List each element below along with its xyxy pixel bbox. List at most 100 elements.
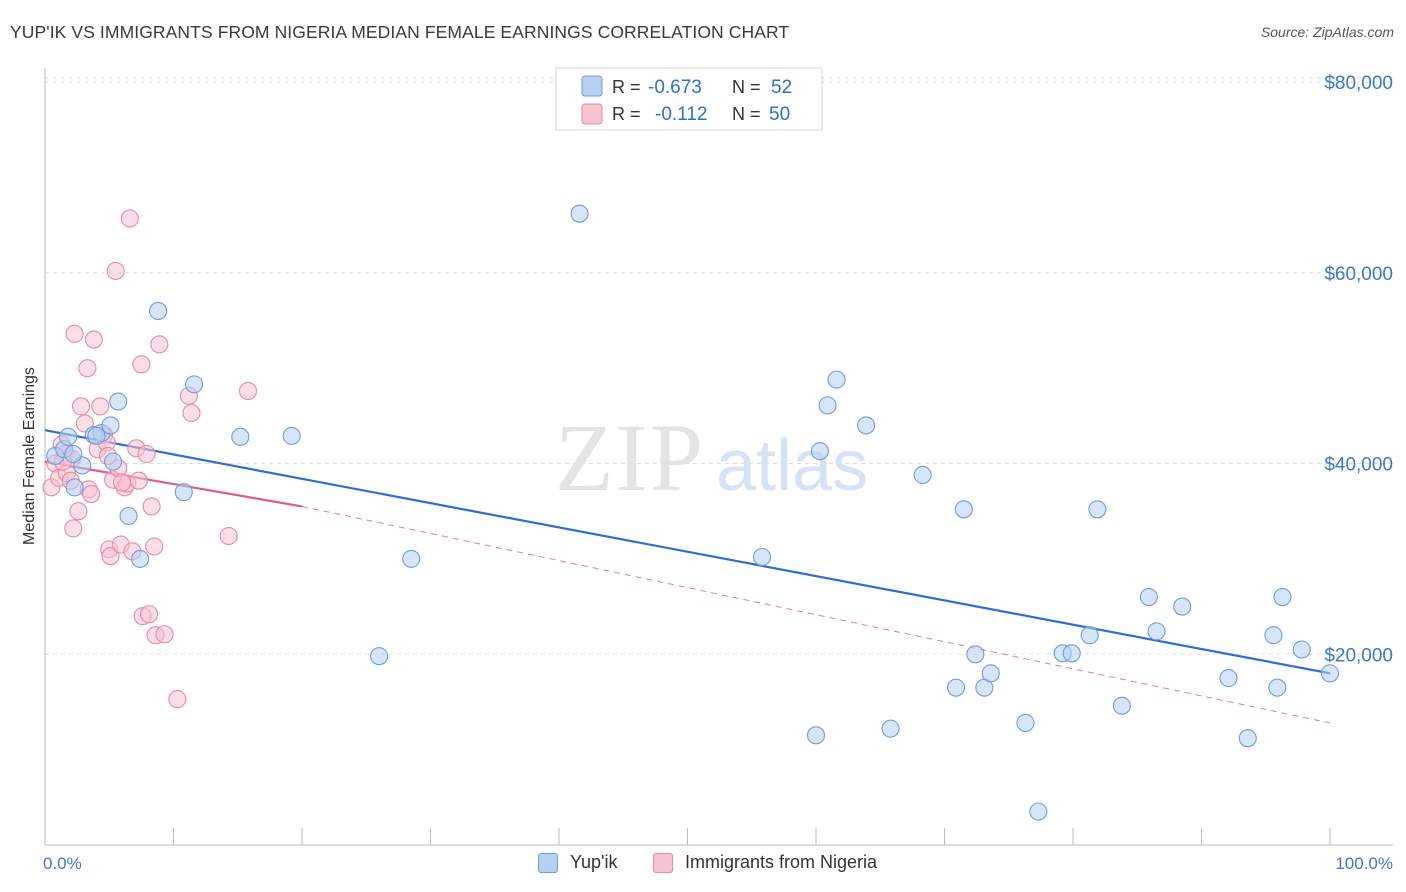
yupik-point-24 [827,370,846,389]
yupik-point-19 [570,204,589,223]
yupik-point-48 [1292,640,1311,659]
yupik-point-15 [231,427,250,446]
legend-item-yupik[interactable]: Yup'ik [538,852,617,873]
nigeria-point-16 [84,330,103,349]
nigeria-point-22 [101,546,120,566]
y-tick-label-1: $40,000 [1324,455,1393,476]
watermark-zip: ZIP [555,404,705,511]
legend-n-label-2: N = [732,104,761,124]
yupik-point-16 [282,426,301,445]
nigeria-point-40 [150,335,169,354]
source-label: Source: ZipAtlas.com [1260,24,1394,40]
yupik-point-22 [810,442,829,461]
yupik-point-39 [1112,696,1131,715]
trend-line-nigeria-dashed [301,505,1331,724]
yupik-point-8 [104,452,123,471]
nigeria-point-46 [238,382,258,401]
nigeria-point-10 [69,502,88,521]
gridlines [45,77,1393,655]
y-tick-label-0: $20,000 [1324,645,1393,666]
yupik-point-18 [402,549,421,568]
yupik-point-12 [149,301,168,321]
legend-swatch-nigeria-bottom [653,852,673,873]
nigeria-point-18 [91,397,110,416]
axes [44,68,1393,846]
legend-n-value-2: 50 [769,104,790,125]
legend-r-label-2: R = [612,104,641,124]
yupik-point-32 [981,664,1000,683]
yupik-point-29 [954,500,973,519]
nigeria-point-45 [219,526,238,546]
yupik-point-37 [1080,626,1099,645]
yupik-point-40 [1139,587,1158,607]
nigeria-point-33 [132,355,151,374]
yupik-point-21 [806,726,826,745]
yupik-point-3 [65,478,84,497]
trend-line-yupik [44,429,1331,675]
legend-label-yupik: Yup'ik [570,852,618,872]
y-tick-label-2: $60,000 [1324,264,1393,285]
x-tick-label-0: 0.0% [43,854,82,873]
legend-n-value-1: 52 [771,77,792,98]
yupik-point-43 [1219,669,1238,688]
nigeria-point-13 [78,359,97,378]
points-blue [46,204,1340,821]
yupik-point-45 [1264,626,1283,645]
yupik-point-27 [913,465,932,485]
nigeria-point-32 [129,471,148,490]
yupik-point-23 [818,396,837,415]
yupik-point-9 [109,392,128,411]
nigeria-point-24 [106,261,125,280]
yupik-point-2 [59,427,78,446]
yupik-point-26 [881,719,900,738]
nigeria-point-11 [71,397,91,416]
yupik-point-34 [1029,802,1048,821]
nigeria-point-48 [113,473,132,492]
yupik-point-10 [119,506,138,526]
yupik-point-49 [1320,664,1340,683]
yupik-point-33 [1016,713,1035,732]
y-axis-label: Median Female Earnings [21,367,38,545]
y-tick-label-3: $80,000 [1324,73,1393,94]
nigeria-point-42 [168,690,187,709]
nigeria-point-9 [65,324,84,343]
yupik-point-13 [174,483,193,502]
yupik-point-41 [1147,622,1166,641]
legend-bottom: Yup'ik Immigrants from Nigeria [0,850,1406,880]
legend-swatch-yupik-bottom [538,852,558,873]
nigeria-point-38 [145,537,164,556]
nigeria-point-44 [182,403,201,423]
yupik-point-47 [1273,587,1292,607]
nigeria-point-35 [137,444,156,464]
yupik-point-30 [966,645,985,664]
chart-title: YUP'IK VS IMMIGRANTS FROM NIGERIA MEDIAN… [10,22,790,42]
legend-n-label-1: N = [732,77,761,97]
yupik-point-14 [185,375,204,394]
yupik-point-7 [101,416,120,435]
yupik-point-42 [1173,597,1192,616]
yupik-point-38 [1088,500,1107,519]
legend-item-nigeria[interactable]: Immigrants from Nigeria [653,852,877,873]
legend-r-value-2: -0.112 [655,104,707,125]
yupik-point-20 [752,547,772,567]
nigeria-point-36 [140,605,159,624]
nigeria-point-8 [64,519,83,538]
yupik-point-28 [947,678,966,697]
nigeria-point-37 [142,497,161,516]
watermark-atlas: atlas [716,426,868,506]
legend-swatch-yupik [581,75,603,97]
yupik-point-11 [131,549,150,568]
watermark: ZIP atlas [555,404,868,511]
nigeria-point-41 [155,625,174,644]
legend-r-label-1: R = [612,77,641,97]
nigeria-point-29 [120,209,139,228]
yupik-point-44 [1238,729,1257,748]
legend-swatch-nigeria [581,103,603,125]
yupik-point-25 [857,416,876,435]
legend-r-value-1: -0.673 [648,77,702,98]
legend-label-nigeria: Immigrants from Nigeria [685,852,878,872]
y-tick-labels: $20,000 $40,000 $60,000 $80,000 [1324,73,1393,666]
x-tick-labels: 0.0% 100.0% [43,854,1393,873]
yupik-point-51 [87,426,106,445]
